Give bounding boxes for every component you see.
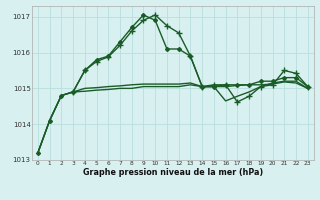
X-axis label: Graphe pression niveau de la mer (hPa): Graphe pression niveau de la mer (hPa) <box>83 168 263 177</box>
